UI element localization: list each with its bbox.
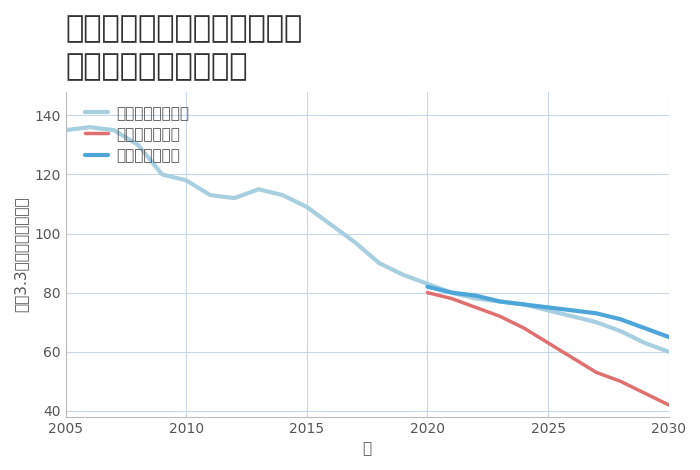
ノーマルシナリオ	[472, 296, 480, 301]
Line: バッドシナリオ: バッドシナリオ	[428, 293, 668, 405]
ノーマルシナリオ	[424, 281, 432, 287]
Line: グッドシナリオ: グッドシナリオ	[428, 287, 668, 337]
バッドシナリオ	[447, 296, 456, 301]
バッドシナリオ	[616, 378, 624, 384]
グッドシナリオ	[519, 302, 528, 307]
グッドシナリオ	[496, 298, 504, 304]
グッドシナリオ	[592, 311, 601, 316]
グッドシナリオ	[640, 325, 649, 331]
ノーマルシナリオ	[302, 204, 311, 210]
グッドシナリオ	[544, 305, 552, 310]
ノーマルシナリオ	[110, 127, 118, 133]
ノーマルシナリオ	[206, 192, 215, 198]
Y-axis label: 坪（3.3㎡）単価（万円）: 坪（3.3㎡）単価（万円）	[14, 196, 29, 312]
Legend: ノーマルシナリオ, バッドシナリオ, グッドシナリオ: ノーマルシナリオ, バッドシナリオ, グッドシナリオ	[85, 106, 189, 163]
ノーマルシナリオ	[158, 172, 167, 177]
ノーマルシナリオ	[664, 349, 673, 354]
ノーマルシナリオ	[519, 302, 528, 307]
ノーマルシナリオ	[254, 187, 262, 192]
グッドシナリオ	[447, 290, 456, 296]
バッドシナリオ	[424, 290, 432, 296]
グッドシナリオ	[616, 316, 624, 322]
ノーマルシナリオ	[399, 272, 407, 278]
Line: ノーマルシナリオ: ノーマルシナリオ	[66, 127, 668, 352]
ノーマルシナリオ	[327, 222, 335, 227]
バッドシナリオ	[592, 369, 601, 375]
グッドシナリオ	[472, 293, 480, 298]
ノーマルシナリオ	[544, 307, 552, 313]
ノーマルシナリオ	[62, 127, 70, 133]
ノーマルシナリオ	[592, 319, 601, 325]
ノーマルシナリオ	[134, 142, 142, 148]
Text: 大阪府泉北郡忠岡町忠岡北の
中古戸建ての価格推移: 大阪府泉北郡忠岡町忠岡北の 中古戸建ての価格推移	[66, 14, 303, 81]
バッドシナリオ	[472, 305, 480, 310]
バッドシナリオ	[519, 325, 528, 331]
ノーマルシナリオ	[375, 260, 384, 266]
ノーマルシナリオ	[230, 195, 239, 201]
ノーマルシナリオ	[616, 328, 624, 334]
ノーマルシナリオ	[351, 240, 359, 245]
ノーマルシナリオ	[496, 298, 504, 304]
ノーマルシナリオ	[640, 340, 649, 345]
グッドシナリオ	[424, 284, 432, 290]
バッドシナリオ	[568, 355, 576, 360]
ノーマルシナリオ	[447, 290, 456, 296]
ノーマルシナリオ	[182, 178, 190, 183]
ノーマルシナリオ	[568, 313, 576, 319]
バッドシナリオ	[664, 402, 673, 407]
グッドシナリオ	[664, 334, 673, 340]
X-axis label: 年: 年	[363, 441, 372, 456]
ノーマルシナリオ	[279, 192, 287, 198]
ノーマルシナリオ	[85, 125, 94, 130]
バッドシナリオ	[544, 340, 552, 345]
バッドシナリオ	[640, 390, 649, 396]
グッドシナリオ	[568, 307, 576, 313]
バッドシナリオ	[496, 313, 504, 319]
